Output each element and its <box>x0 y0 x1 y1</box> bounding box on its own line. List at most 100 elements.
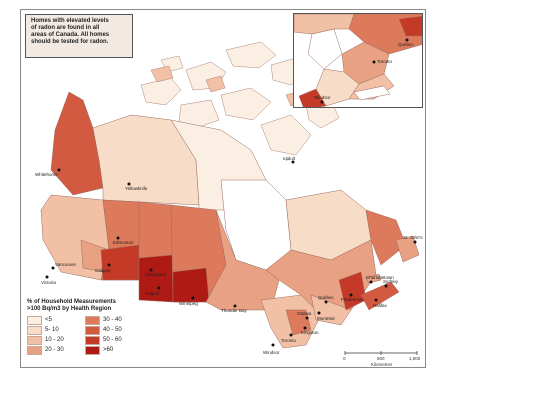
city-label-kingston: Kingston <box>301 330 319 335</box>
city-dot-fredericton <box>349 293 353 297</box>
inset-region-3 <box>398 15 422 37</box>
inset-city-label-quebec: Québec <box>398 42 415 47</box>
legend-label: 50 - 60 <box>103 337 122 343</box>
inset-city-dot-quebec <box>405 38 409 42</box>
legend-item: 20 - 30 <box>27 345 85 355</box>
city-label-vancouver: Vancouver <box>55 262 77 267</box>
city-dot-halifax <box>374 298 378 302</box>
city-dot-whitehorse <box>57 168 61 172</box>
inset-map-southern-ontario-quebec: Toronto Québec Windsor <box>293 13 423 108</box>
legend-swatch <box>27 335 42 345</box>
scale-unit-label: Kilometres <box>371 362 393 367</box>
city-dot-thunder-bay <box>233 304 237 308</box>
legend-swatch-grid: <5 30 - 40 5- 10 40 - 50 10 - 20 50 - 60… <box>27 315 177 355</box>
city-label-fredericton: Fredericton <box>341 297 364 302</box>
city-label-regina: Regina <box>145 291 160 296</box>
city-dot-yellowknife <box>127 182 131 186</box>
legend-item: 50 - 60 <box>85 335 143 345</box>
note-line-4: should be tested for radon. <box>31 39 109 45</box>
city-label-windsor: Windsor <box>263 350 280 355</box>
city-label-halifax: Halifax <box>373 303 388 308</box>
legend-item: 40 - 50 <box>85 325 143 335</box>
city-label-victoria: Victoria <box>41 280 56 285</box>
scale-tick-1000: 1,000 <box>409 356 421 361</box>
city-label-edmonton: Edmonton <box>113 240 134 245</box>
city-dot-saskatoon <box>149 268 153 272</box>
inset-region-1 <box>294 14 355 35</box>
note-line-3: areas of Canada. All homes <box>31 32 110 38</box>
legend-swatch <box>85 345 100 355</box>
city-label-winnipeg: Winnipeg <box>179 301 198 306</box>
legend-label: 30 - 40 <box>103 317 122 323</box>
arctic-islands <box>140 41 340 156</box>
city-label-sydney: Sydney <box>383 279 399 284</box>
inset-city-label-toronto: Toronto <box>377 59 393 64</box>
city-label-charlottetown: Charlottetown <box>366 275 394 280</box>
legend-swatch <box>85 325 100 335</box>
legend-title-line-2: >100 Bq/m3 by Health Region <box>27 306 112 312</box>
legend-swatch <box>85 335 100 345</box>
scale-tick-0: 0 <box>343 356 346 361</box>
radon-map-frame: Yellowknife Whitehorse Edmonton Calgary … <box>20 9 426 368</box>
radon-note-box: Homes with elevated levels of radon are … <box>25 14 133 58</box>
legend-title: % of Household Measurements >100 Bq/m3 b… <box>27 299 177 313</box>
note-line-1: Homes with elevated levels <box>31 18 109 24</box>
inset-city-label-windsor: Windsor <box>314 95 331 100</box>
inset-lake-ontario <box>353 85 391 101</box>
city-dot-sydney <box>384 284 388 288</box>
city-dot-quebec <box>324 300 328 304</box>
region-newfoundland <box>395 235 420 263</box>
canada-radon-choropleth-map: Yellowknife Whitehorse Edmonton Calgary … <box>35 41 423 355</box>
inset-city-dot-toronto <box>372 60 376 64</box>
city-dot-kingston <box>303 326 307 330</box>
legend-swatch <box>27 325 42 335</box>
scale-tick-500: 500 <box>377 356 385 361</box>
legend-label: >60 <box>103 347 114 353</box>
inset-lake-huron <box>307 28 343 70</box>
legend-swatch <box>27 345 42 355</box>
city-label-saskatoon: Saskatoon <box>145 272 167 277</box>
city-dot-victoria <box>45 275 49 279</box>
inset-map-svg: Toronto Québec Windsor <box>294 14 422 107</box>
city-label-montreal: Montréal <box>317 316 335 321</box>
city-dot-edmonton <box>116 236 120 240</box>
inset-region-6 <box>298 88 327 107</box>
city-dot-winnipeg <box>191 296 195 300</box>
city-dot-montreal <box>317 311 321 315</box>
city-dot-iqaluit <box>291 160 295 164</box>
region-nova-scotia <box>360 281 400 311</box>
city-labels: Yellowknife Whitehorse Edmonton Calgary … <box>35 156 423 355</box>
city-dot-toronto <box>289 333 293 337</box>
city-dot-vancouver <box>51 266 55 270</box>
legend-item: 5- 10 <box>27 325 85 335</box>
region-labrador <box>365 209 407 266</box>
legend-item: >60 <box>85 345 143 355</box>
inset-city-dot-windsor <box>320 100 324 104</box>
scale-bar-graphic: 0 500 1,000 Kilometres <box>343 351 421 367</box>
legend-label: 20 - 30 <box>45 347 64 353</box>
region-yukon <box>50 91 104 196</box>
map-legend: % of Household Measurements >100 Bq/m3 b… <box>27 299 177 365</box>
city-label-thunder-bay: Thunder Bay <box>221 308 248 313</box>
city-dot-regina <box>157 286 161 290</box>
region-alberta-south <box>100 244 140 281</box>
city-label-ottawa: Ottawa <box>297 311 312 316</box>
city-dot-st-johns <box>413 240 417 244</box>
legend-label: 10 - 20 <box>45 337 64 343</box>
city-label-calgary: Calgary <box>95 268 111 273</box>
city-markers <box>45 160 417 347</box>
city-dot-windsor <box>271 343 275 347</box>
legend-title-line-1: % of Household Measurements <box>27 299 117 305</box>
note-line-2: of radon are found in all <box>31 25 100 31</box>
scale-bar: 0 500 1,000 Kilometres <box>341 351 423 367</box>
city-label-whitehorse: Whitehorse <box>35 172 58 177</box>
city-dot-charlottetown <box>369 280 373 284</box>
city-label-iqaluit: Iqaluit <box>283 156 296 161</box>
legend-item: 30 - 40 <box>85 315 143 325</box>
legend-label: 40 - 50 <box>103 327 122 333</box>
region-manitoba-south <box>172 267 210 303</box>
legend-item: 10 - 20 <box>27 335 85 345</box>
city-label-yellowknife: Yellowknife <box>125 186 148 191</box>
legend-label: <5 <box>45 317 52 323</box>
legend-swatch <box>85 315 100 325</box>
